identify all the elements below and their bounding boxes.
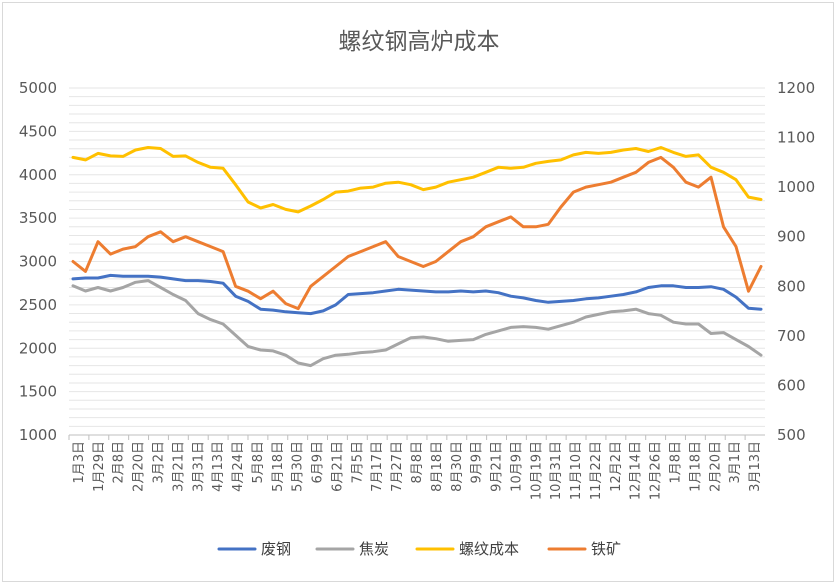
right-axis-tick-label: 600 bbox=[777, 376, 806, 394]
x-tick-label: 6月9日 bbox=[311, 441, 326, 484]
x-tick-label: 1月8日 bbox=[669, 441, 684, 484]
series-lines bbox=[71, 146, 763, 368]
right-axis-ticks: 500 600 700 800 900 1000 1100 1200 bbox=[777, 79, 815, 444]
x-tick-label: 10月19日 bbox=[529, 441, 544, 500]
left-axis-tick-label: 2000 bbox=[19, 339, 57, 357]
x-tick-label: 7月27日 bbox=[390, 441, 405, 492]
x-tick-label: 2月8日 bbox=[112, 441, 127, 484]
x-tick-label: 11月10日 bbox=[569, 441, 584, 500]
line-chart: 螺纹钢高炉成本 1000 1500 2000 2500 3000 3500 4000 4500… bbox=[19, 29, 815, 558]
x-tick-label: 12月14日 bbox=[629, 441, 644, 500]
x-tick-label: 10月31日 bbox=[549, 441, 564, 500]
left-axis-tick-label: 4500 bbox=[19, 122, 57, 140]
x-tick-label: 11月22日 bbox=[589, 441, 604, 500]
series-line-焦炭 bbox=[71, 279, 763, 368]
left-axis-tick-label: 1000 bbox=[19, 426, 57, 444]
x-tick-label: 8月18日 bbox=[430, 441, 445, 492]
x-tick-label: 9月21日 bbox=[490, 441, 505, 492]
x-tick-label: 5月30日 bbox=[291, 441, 306, 492]
x-tick-label: 12月26日 bbox=[649, 441, 664, 500]
x-tick-label: 3月2日 bbox=[151, 441, 166, 484]
legend-label: 废钢 bbox=[261, 540, 291, 558]
x-tick-label: 4月24日 bbox=[231, 441, 246, 492]
right-axis-tick-label: 800 bbox=[777, 277, 806, 295]
x-tick-label: 2月20日 bbox=[708, 441, 723, 492]
series-line-螺纹成本 bbox=[71, 146, 763, 214]
legend-label: 铁矿 bbox=[591, 540, 621, 558]
left-axis-ticks: 1000 1500 2000 2500 3000 3500 4000 4500 5000 bbox=[19, 79, 57, 444]
right-axis-tick-label: 1200 bbox=[777, 79, 815, 97]
x-tick-label: 7月5日 bbox=[350, 441, 365, 484]
chart-title: 螺纹钢高炉成本 bbox=[339, 29, 500, 55]
x-tick-label: 1月29日 bbox=[92, 441, 107, 492]
left-axis-tick-label: 1500 bbox=[19, 383, 57, 401]
x-tick-label: 12月2日 bbox=[609, 441, 624, 492]
gridlines bbox=[69, 87, 765, 436]
right-axis-tick-label: 1100 bbox=[777, 129, 815, 147]
series-line-铁矿 bbox=[71, 155, 763, 311]
x-tick-label: 6月21日 bbox=[330, 441, 345, 492]
legend-label: 焦炭 bbox=[359, 540, 389, 558]
right-axis-tick-label: 500 bbox=[777, 426, 806, 444]
x-tick-label: 8月30日 bbox=[450, 441, 465, 492]
x-tick-label: 3月13日 bbox=[748, 441, 763, 492]
x-tick-label: 9月9日 bbox=[470, 441, 485, 484]
left-axis-tick-label: 5000 bbox=[19, 79, 57, 97]
right-axis-tick-label: 700 bbox=[777, 327, 806, 345]
x-tick-label: 5月18日 bbox=[271, 441, 286, 492]
x-tick-label: 3月31日 bbox=[191, 441, 206, 492]
left-axis-tick-label: 3000 bbox=[19, 253, 57, 271]
x-tick-label: 3月1日 bbox=[728, 441, 743, 484]
left-axis-tick-label: 2500 bbox=[19, 296, 57, 314]
x-tick-label: 4月13日 bbox=[211, 441, 226, 492]
x-tick-label: 3月21日 bbox=[171, 441, 186, 492]
left-axis-tick-label: 4000 bbox=[19, 166, 57, 184]
right-axis-tick-label: 1000 bbox=[777, 178, 815, 196]
x-tick-label: 5月8日 bbox=[251, 441, 266, 484]
x-tick-label: 2月20日 bbox=[132, 441, 147, 492]
x-tick-label: 8月8日 bbox=[410, 441, 425, 484]
left-axis-tick-label: 3500 bbox=[19, 209, 57, 227]
legend: 废钢 焦炭 螺纹成本 铁矿 bbox=[217, 540, 621, 558]
x-tick-label: 1月18日 bbox=[688, 441, 703, 492]
x-tick-label: 10月9日 bbox=[509, 441, 524, 492]
x-tick-label: 1月3日 bbox=[72, 441, 87, 484]
right-axis-tick-label: 900 bbox=[777, 228, 806, 246]
x-tick-label: 7月17日 bbox=[370, 441, 385, 492]
series-line-废钢 bbox=[71, 273, 763, 316]
x-axis-ticks: 1月3日 1月29日 2月8日 2月20日 3月2日 3月21日 3月31日 4月13日 4月2… bbox=[68, 435, 763, 500]
legend-label: 螺纹成本 bbox=[459, 540, 519, 558]
